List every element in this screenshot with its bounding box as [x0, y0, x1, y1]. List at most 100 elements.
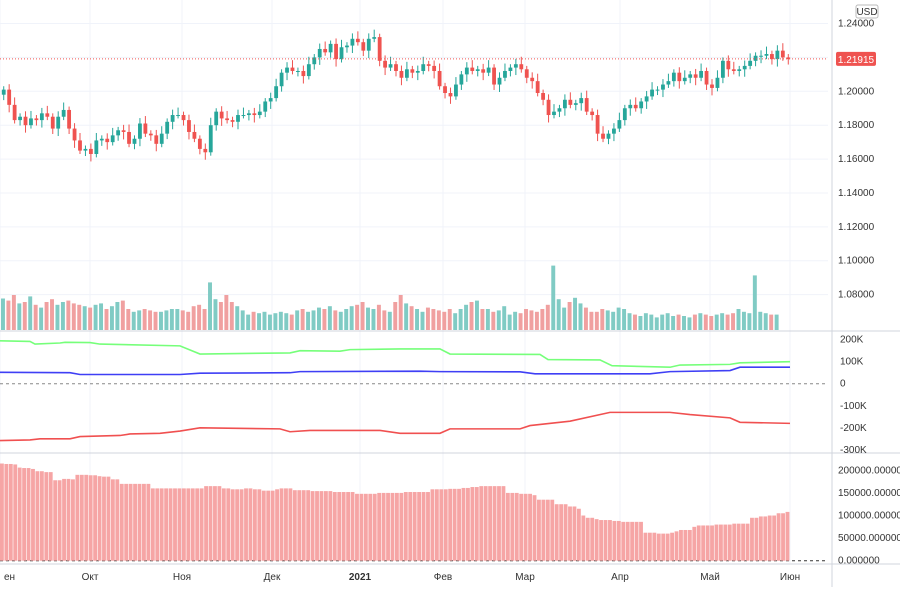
- candle-body: [470, 67, 475, 71]
- net-position-bar: [599, 520, 603, 561]
- volume-bar: [306, 311, 311, 330]
- currency-label[interactable]: USD: [856, 7, 877, 18]
- candle-body: [699, 70, 704, 78]
- net-position-bar: [674, 531, 679, 561]
- net-position-bar: [31, 468, 35, 561]
- net-position-bar: [568, 506, 572, 561]
- net-position-bar: [66, 478, 71, 561]
- candle-body: [263, 101, 268, 112]
- volume-bar: [758, 311, 763, 330]
- candle-body: [650, 89, 654, 97]
- net-position-bar: [754, 517, 759, 561]
- candle-body: [317, 48, 322, 58]
- net-position-bar: [514, 492, 519, 561]
- net-position-bar: [421, 492, 426, 561]
- volume-bar: [229, 302, 234, 330]
- candle-body: [748, 60, 753, 66]
- volume-bar: [159, 311, 163, 330]
- net-position-pane[interactable]: [0, 463, 828, 562]
- net-position-bar: [48, 472, 53, 561]
- candle-body: [464, 67, 469, 75]
- volume-bar: [567, 302, 572, 330]
- volume-bar: [120, 300, 125, 330]
- volume-bar: [671, 316, 676, 330]
- x-tick-label: ен: [4, 572, 15, 583]
- volume-bar: [153, 311, 158, 330]
- price-pane[interactable]: [0, 29, 828, 162]
- volume-bar: [513, 311, 518, 330]
- volume-bar: [415, 309, 420, 330]
- net-position-bar: [332, 492, 337, 561]
- volume-bar: [6, 300, 11, 330]
- net-position-bar: [457, 488, 461, 561]
- net-position-bar: [781, 513, 785, 561]
- net-position-bar: [244, 488, 248, 561]
- net-position-bar: [257, 489, 262, 561]
- volume-bar: [180, 310, 185, 330]
- net-position-bar: [337, 492, 342, 561]
- net-position-bar: [621, 521, 626, 561]
- volume-bar: [366, 307, 370, 330]
- candle-body: [366, 38, 371, 51]
- y-tick-label: 150000.000000: [838, 488, 900, 499]
- net-position-bar: [235, 489, 240, 561]
- net-position-bar: [328, 491, 333, 561]
- candle-body: [421, 64, 426, 71]
- net-position-bar: [150, 488, 155, 561]
- volume-bar: [682, 316, 686, 330]
- volume-bar: [627, 313, 632, 330]
- net-position-bar: [430, 489, 435, 561]
- candle-body: [579, 98, 584, 104]
- x-tick-label: Окт: [82, 572, 99, 583]
- net-position-bar: [301, 490, 306, 561]
- net-position-bar: [732, 523, 737, 561]
- candle-body: [731, 69, 736, 71]
- candle-body: [132, 138, 137, 144]
- y-tick-label: -100K: [840, 401, 867, 412]
- net-position-bar: [585, 517, 590, 561]
- y-tick-label: 100000.000000: [838, 511, 900, 522]
- net-position-bar: [39, 471, 44, 561]
- net-position-bar: [177, 488, 182, 561]
- candle-body: [296, 70, 300, 72]
- volume-bar: [235, 306, 240, 330]
- candle-body: [127, 131, 131, 144]
- net-position-bar: [710, 525, 714, 561]
- candle-body: [236, 115, 240, 122]
- net-position-bar: [381, 492, 386, 561]
- net-position-bar: [488, 486, 493, 561]
- candle-body: [18, 116, 22, 121]
- candle-body: [56, 116, 61, 129]
- candle-body: [301, 70, 306, 77]
- candle-body: [677, 72, 682, 82]
- volume-bar: [93, 304, 98, 330]
- volume-bar: [545, 304, 550, 330]
- net-position-bar: [692, 526, 697, 561]
- candle-body: [562, 99, 567, 109]
- volume-bar: [22, 302, 27, 330]
- volume-bar: [393, 302, 398, 330]
- net-position-bar: [133, 483, 137, 561]
- candle-body: [546, 99, 551, 116]
- net-position-bar: [461, 487, 466, 561]
- volume-bar: [741, 311, 746, 330]
- cot-lines-pane[interactable]: [0, 340, 828, 442]
- volume-bar: [218, 302, 223, 330]
- net-position-bar: [603, 520, 608, 561]
- volume-bar: [131, 311, 136, 330]
- candle-body: [617, 120, 622, 129]
- net-position-bar: [701, 525, 706, 561]
- y-tick-label: 1.12000: [838, 222, 875, 233]
- volume-bar: [317, 307, 321, 330]
- candle-body: [448, 93, 453, 97]
- net-position-bar: [230, 489, 235, 561]
- net-position-bar: [13, 464, 18, 561]
- volume-bar: [284, 313, 289, 330]
- volume-bar: [77, 304, 82, 330]
- volume-bar: [692, 314, 697, 330]
- net-position-bar: [630, 521, 635, 561]
- candle-body: [459, 74, 464, 85]
